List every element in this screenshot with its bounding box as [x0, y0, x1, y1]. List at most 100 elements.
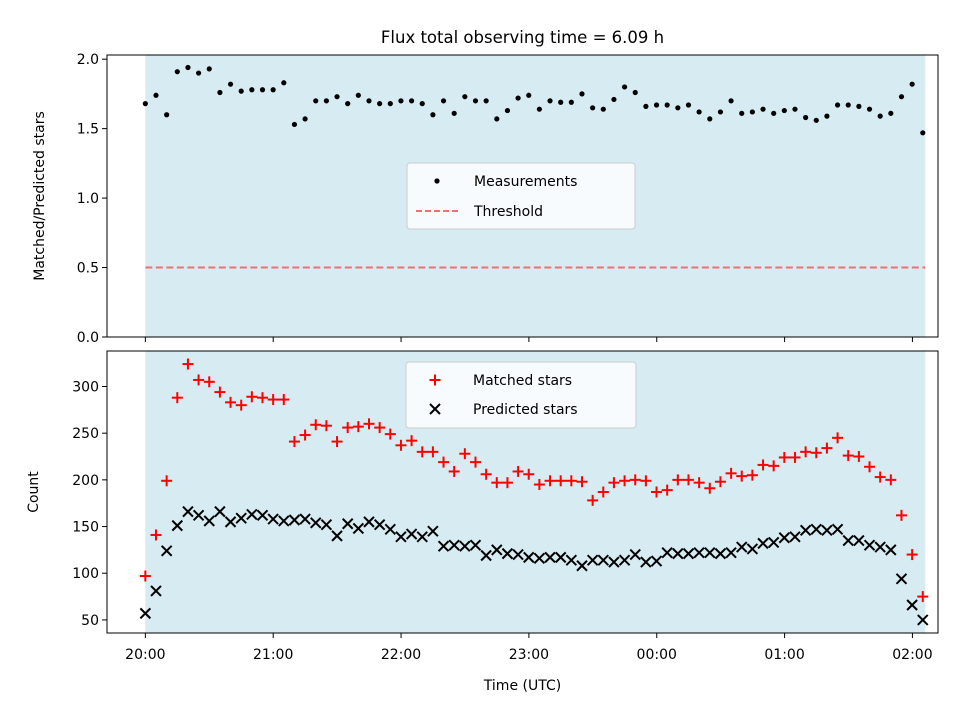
- matched-star-point: [704, 482, 716, 494]
- matched-star-point: [736, 470, 748, 482]
- matched-star-point: [384, 428, 396, 440]
- bottom-y-tick-label: 300: [72, 379, 99, 395]
- measurement-point: [249, 87, 255, 93]
- matched-star-point: [842, 450, 854, 462]
- matched-star-point: [416, 446, 428, 458]
- measurement-point: [536, 106, 542, 112]
- matched-star-point: [885, 474, 897, 486]
- measurement-point: [898, 94, 905, 100]
- predicted-star-point: [895, 573, 908, 585]
- predicted-star-point-b: [682, 547, 695, 560]
- predicted-star-point-b: [725, 546, 737, 559]
- predicted-star-point: [853, 534, 865, 547]
- measurement-point: [920, 130, 926, 136]
- predicted-star-point-b: [746, 543, 759, 555]
- legend-measurements-marker: [434, 178, 440, 184]
- matched-star-point: [810, 447, 822, 459]
- predicted-star-point-b: [767, 536, 780, 549]
- predicted-star-point-b: [310, 517, 322, 529]
- matched-star-point: [320, 420, 332, 432]
- matched-star-point: [906, 549, 918, 561]
- matched-star-point: [299, 429, 311, 441]
- matched-star-point: [544, 475, 556, 487]
- measurement-point: [291, 121, 298, 128]
- predicted-star-point-b: [320, 518, 333, 531]
- predicted-star-point: [650, 555, 663, 567]
- matched-star-point: [874, 471, 886, 483]
- matched-star-point: [682, 474, 694, 486]
- predicted-star-point: [363, 516, 375, 528]
- predicted-star-point: [586, 554, 599, 566]
- predicted-star-point: [171, 519, 184, 532]
- predicted-star-point: [789, 531, 801, 543]
- top-y-tick-label: 0.0: [77, 330, 99, 346]
- predicted-star-point-b: [895, 573, 908, 585]
- predicted-star-point-b: [618, 554, 631, 566]
- predicted-star-point: [874, 541, 886, 553]
- predicted-star-point-b: [672, 547, 684, 560]
- predicted-star-point-b: [171, 519, 184, 532]
- predicted-star-point: [352, 522, 365, 535]
- predicted-star-point-b: [842, 534, 854, 547]
- predicted-star-point-b: [831, 523, 844, 536]
- predicted-star-point: [576, 560, 588, 572]
- predicted-star-point: [416, 531, 428, 543]
- predicted-star-point: [405, 528, 418, 540]
- measurement-point: [632, 89, 638, 96]
- measurement-point: [313, 98, 319, 104]
- measurement-point: [238, 88, 244, 94]
- measurement-point: [579, 91, 585, 97]
- matched-star-point: [480, 468, 492, 480]
- measurement-point: [728, 98, 734, 104]
- measurement-point: [398, 98, 404, 104]
- predicted-star-point: [437, 540, 450, 552]
- predicted-star-point: [757, 537, 769, 550]
- predicted-star-point-b: [437, 540, 450, 552]
- predicted-star-point: [746, 543, 759, 555]
- measurement-point: [824, 113, 830, 119]
- predicted-star-point-b: [427, 525, 439, 537]
- measurement-point: [408, 98, 415, 104]
- predicted-star-point: [672, 547, 684, 560]
- matched-star-point: [512, 465, 524, 477]
- measurement-point: [515, 95, 521, 101]
- matched-star-point: [448, 465, 460, 477]
- matched-star-point: [459, 448, 471, 460]
- predicted-star-point-b: [480, 549, 492, 562]
- predicted-star-point: [565, 554, 578, 566]
- measurement-point: [387, 101, 393, 107]
- predicted-star-point: [736, 541, 748, 553]
- bottom-plot-frame: [106, 350, 939, 634]
- measurement-point: [568, 99, 574, 105]
- measurement-point: [281, 80, 287, 86]
- predicted-star-point: [427, 525, 439, 537]
- matched-star-point: [310, 419, 322, 431]
- bottom-x-axis-ticks: 20:00 21:00 22:00 23:00 00:00 01:00 02:00: [125, 633, 933, 663]
- matched-star-point: [746, 469, 758, 481]
- predicted-star-point: [917, 614, 929, 626]
- matched-star-point: [193, 374, 205, 386]
- predicted-star-point: [299, 513, 311, 525]
- predicted-star-point: [150, 585, 162, 597]
- predicted-star-point-b: [331, 530, 343, 542]
- measurement-point: [526, 92, 532, 98]
- matched-star-point: [395, 439, 407, 451]
- predicted-star-point-b: [704, 546, 716, 559]
- matched-star-point: [661, 484, 673, 496]
- predicted-star-point: [160, 545, 173, 557]
- predicted-star-point: [192, 509, 205, 522]
- measurement-point: [206, 66, 212, 72]
- predicted-star-point-b: [576, 560, 588, 572]
- matched-star-point: [651, 486, 663, 498]
- predicted-star-point-b: [246, 508, 258, 521]
- matched-star-point: [821, 442, 833, 454]
- measurement-point: [334, 94, 340, 100]
- predicted-star-point: [906, 599, 918, 611]
- matched-star-point: [225, 396, 237, 408]
- measurement-point: [227, 81, 234, 87]
- predicted-star-point: [267, 513, 279, 525]
- predicted-star-point-b: [640, 556, 652, 568]
- predicted-star-point: [331, 530, 343, 542]
- measurement-point: [494, 116, 500, 122]
